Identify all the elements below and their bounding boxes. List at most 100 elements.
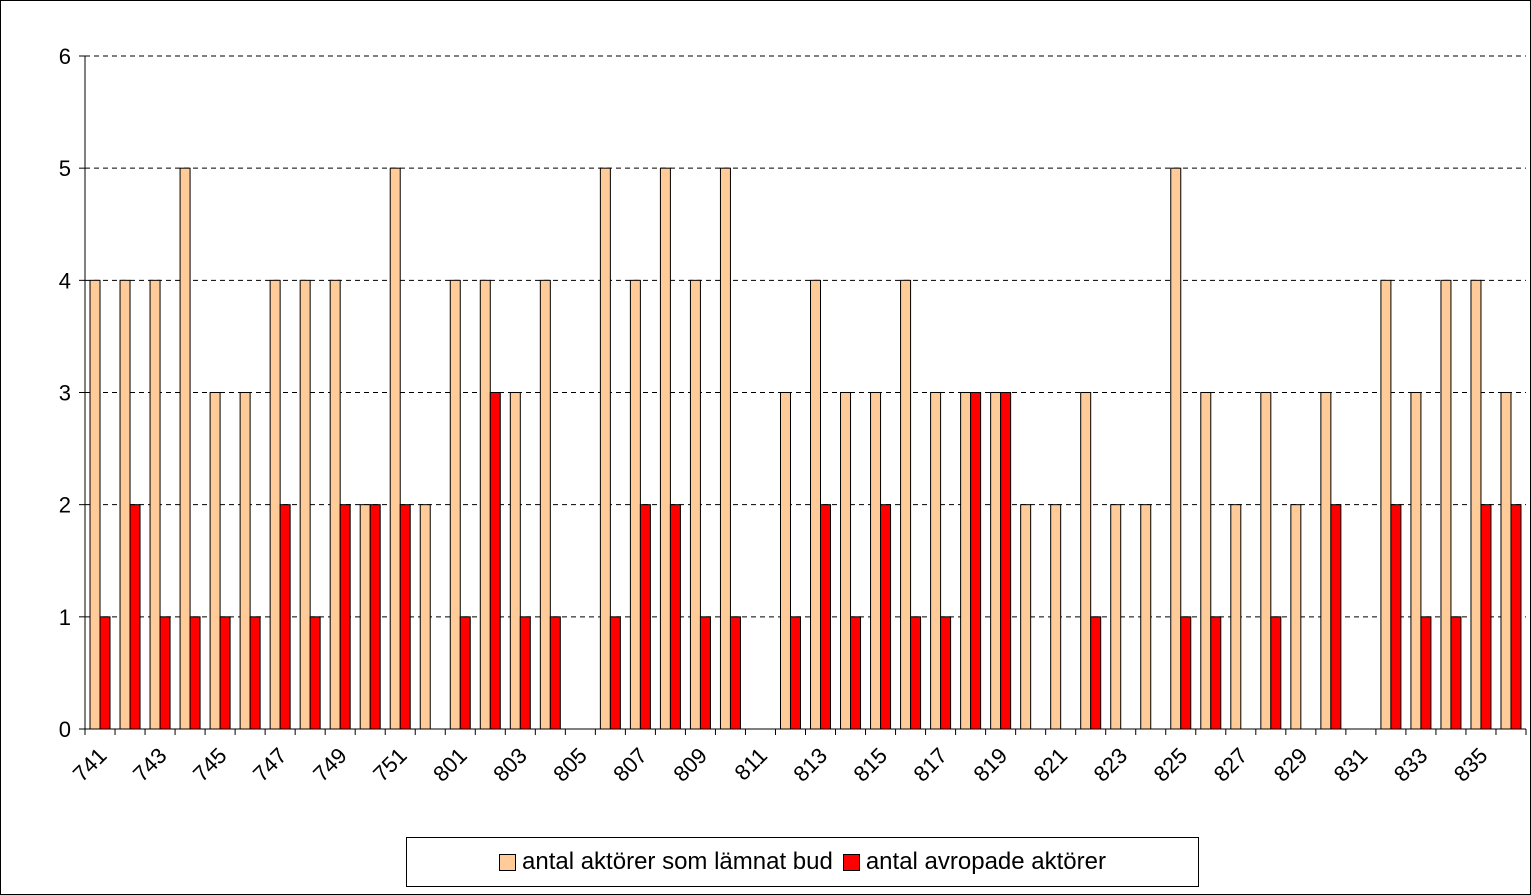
bar-series-a-748	[299, 279, 311, 730]
bar-series-b-803	[519, 616, 531, 730]
x-tick-label: 749	[308, 743, 352, 787]
bar-series-b-810	[729, 616, 741, 730]
bar-series-a-749	[329, 279, 341, 730]
bar-series-a-809	[689, 279, 701, 730]
bar-series-a-835	[1470, 279, 1482, 730]
x-tick-label: 801	[428, 743, 472, 787]
bar-series-b-833	[1420, 616, 1432, 730]
bar-series-a-819	[990, 392, 1002, 730]
legend-item-series-a: antal aktörer som lämnat bud	[499, 848, 833, 876]
bar-series-b-817	[940, 616, 952, 730]
bar-series-b-743	[159, 616, 171, 730]
x-tick-label: 745	[188, 743, 232, 787]
bar-series-b-815	[880, 504, 892, 730]
x-tick-label: 809	[668, 743, 712, 787]
bar-series-a-821	[1050, 504, 1062, 730]
bar-series-b-836	[1510, 504, 1522, 730]
bar-series-b-813	[820, 504, 832, 730]
bar-series-b-834	[1450, 616, 1462, 730]
bar-series-b-750	[369, 504, 381, 730]
bar-series-b-746	[249, 616, 261, 730]
bar-series-b-819	[1000, 392, 1012, 730]
bar-series-b-835	[1480, 504, 1492, 730]
bar-series-a-804	[539, 279, 551, 730]
bar-series-b-742	[129, 504, 141, 730]
x-tick-label: 751	[368, 743, 412, 787]
bar-series-a-825	[1170, 167, 1182, 730]
bar-series-b-801	[459, 616, 471, 730]
bar-series-a-742	[119, 279, 131, 730]
legend-label-series-a: antal aktörer som lämnat bud	[522, 848, 833, 875]
bar-series-a-752	[419, 504, 431, 730]
bar-series-b-814	[850, 616, 862, 730]
bar-series-b-812	[789, 616, 801, 730]
bar-series-a-828	[1260, 392, 1272, 730]
bar-series-b-825	[1180, 616, 1192, 730]
bar-series-a-745	[209, 392, 221, 730]
bar-series-b-816	[910, 616, 922, 730]
legend-swatch-series-b	[842, 853, 860, 871]
x-tick-label: 827	[1209, 743, 1253, 787]
x-tick-label: 819	[969, 743, 1013, 787]
y-tick-label: 1	[59, 605, 71, 630]
bar-series-a-751	[389, 167, 401, 730]
y-tick-label: 5	[59, 156, 71, 181]
bar-series-a-820	[1020, 504, 1032, 730]
bar-series-a-741	[89, 279, 101, 730]
bar-series-a-824	[1140, 504, 1152, 730]
bar-series-a-808	[659, 167, 671, 730]
bar-series-a-827	[1230, 504, 1242, 730]
bar-series-a-803	[509, 392, 521, 730]
bar-series-a-807	[629, 279, 641, 730]
legend: antal aktörer som lämnat bud antal avrop…	[406, 837, 1199, 887]
bar-series-b-822	[1090, 616, 1102, 730]
x-tick-label: 741	[68, 743, 112, 787]
bar-series-a-822	[1080, 392, 1092, 730]
bar-series-a-801	[449, 279, 461, 730]
bar-series-b-802	[489, 392, 501, 730]
legend-item-series-b: antal avropade aktörer	[842, 848, 1106, 876]
bar-series-b-832	[1390, 504, 1402, 730]
y-tick-label: 6	[59, 44, 71, 69]
x-tick-label: 803	[488, 743, 532, 787]
bar-series-a-834	[1440, 279, 1452, 730]
x-tick-label: 835	[1449, 743, 1493, 787]
y-tick-label: 3	[59, 381, 71, 406]
bar-series-a-826	[1200, 392, 1212, 730]
x-tick-label: 825	[1149, 743, 1193, 787]
x-tick-label: 743	[128, 743, 172, 787]
bar-series-a-829	[1290, 504, 1302, 730]
bar-series-a-743	[149, 279, 161, 730]
legend-swatch-series-a	[499, 853, 516, 871]
bar-series-b-818	[970, 392, 982, 730]
bar-series-a-746	[239, 392, 251, 730]
bar-series-a-817	[930, 392, 942, 730]
bar-series-b-808	[669, 504, 681, 730]
x-tick-label: 831	[1329, 743, 1373, 787]
bar-series-a-833	[1410, 392, 1422, 730]
bar-series-b-826	[1210, 616, 1222, 730]
bar-series-b-749	[339, 504, 351, 730]
x-tick-label: 821	[1029, 743, 1073, 787]
x-tick-label: 833	[1389, 743, 1433, 787]
bar-series-a-750	[359, 504, 371, 730]
bar-series-a-836	[1500, 392, 1512, 730]
bar-series-a-816	[900, 279, 912, 730]
x-tick-label: 747	[248, 743, 292, 787]
x-tick-label: 807	[608, 743, 652, 787]
bar-series-b-809	[699, 616, 711, 730]
x-tick-label: 805	[548, 743, 592, 787]
bar-series-a-802	[479, 279, 491, 730]
y-tick-label: 4	[59, 268, 71, 293]
x-tick-label: 813	[788, 743, 832, 787]
bar-series-a-747	[269, 279, 281, 730]
bar-series-a-806	[599, 167, 611, 730]
bar-series-b-748	[309, 616, 321, 730]
x-tick-label: 817	[908, 743, 952, 787]
bar-series-a-814	[840, 392, 852, 730]
legend-label-series-b: antal avropade aktörer	[865, 848, 1106, 875]
x-tick-label: 811	[730, 743, 772, 785]
bar-series-a-830	[1320, 392, 1332, 730]
bar-series-b-744	[189, 616, 201, 730]
